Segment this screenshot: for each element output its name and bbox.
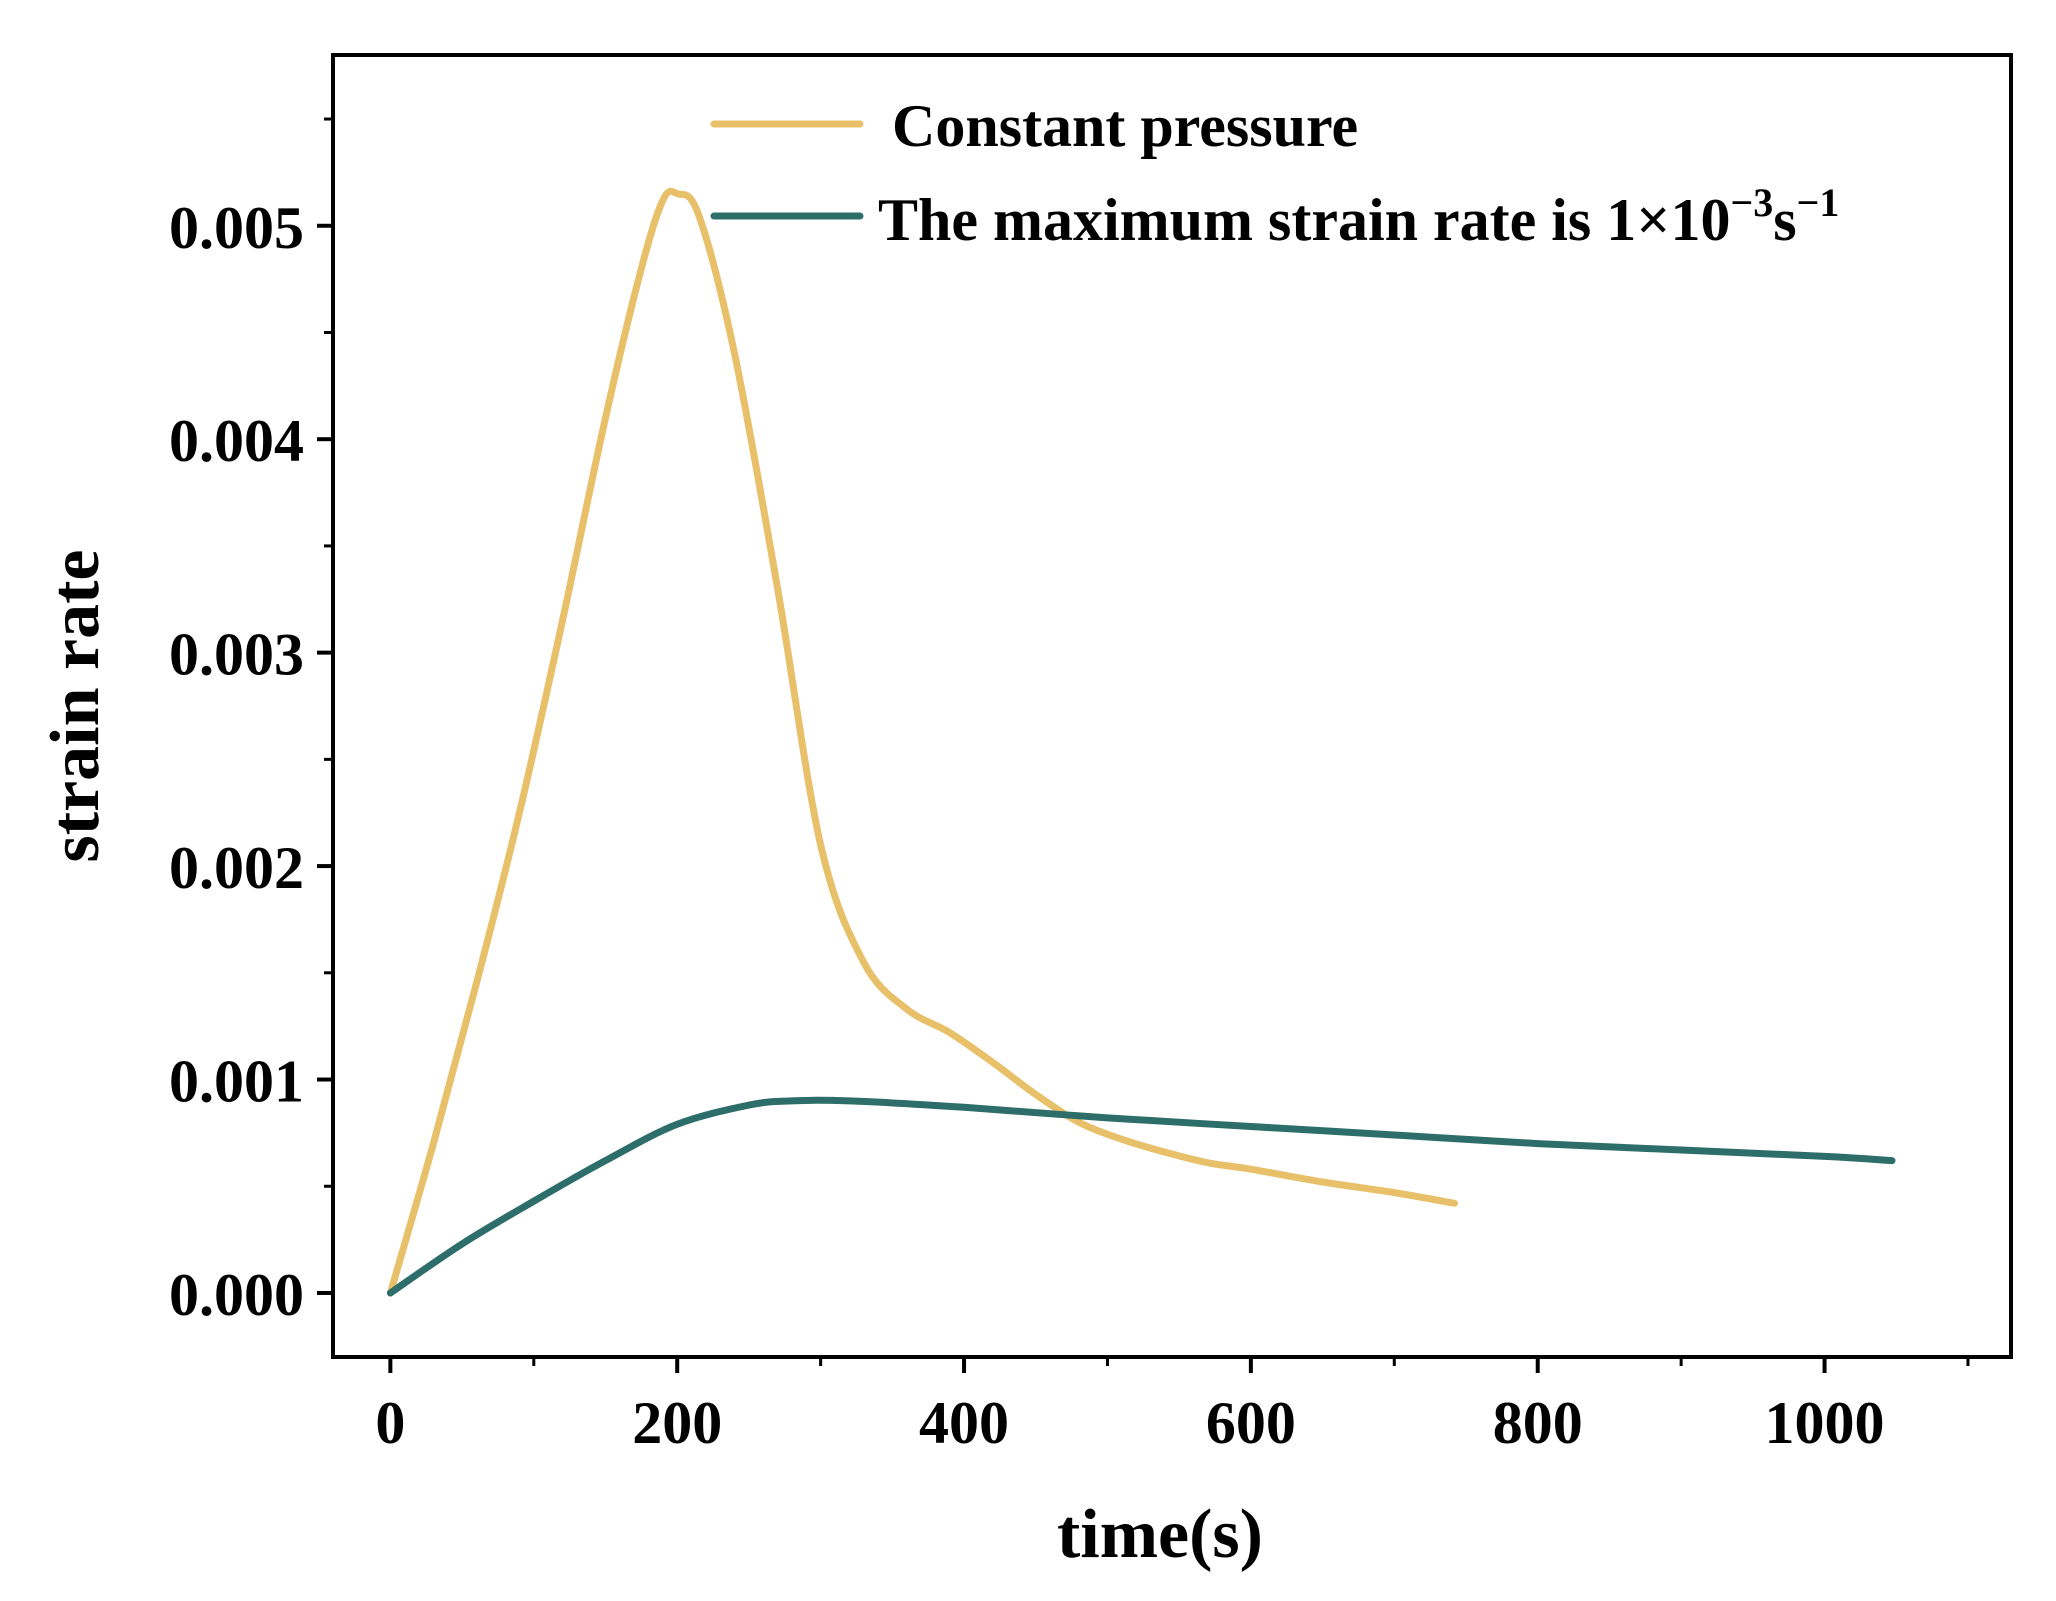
x-axis-title: time(s) <box>1057 1496 1263 1573</box>
legend-label-superscript-2: −1 <box>1797 180 1840 225</box>
series-line-maximum-strain-rate <box>386 1096 1896 1297</box>
x-tick-label: 200 <box>632 1390 722 1456</box>
legend-label-constant-pressure: Constant pressure <box>892 93 1358 159</box>
y-tick-label: 0.004 <box>169 408 304 474</box>
x-tick-label: 0 <box>375 1390 405 1456</box>
series-line-constant-pressure <box>386 187 1458 1297</box>
y-tick-label: 0.000 <box>169 1262 304 1328</box>
legend: Constant pressure The maximum strain rat… <box>710 93 1839 253</box>
x-tick-label: 400 <box>919 1390 1009 1456</box>
legend-label-main-text: The maximum strain rate is 1×10 <box>878 187 1730 253</box>
x-tick-label: 1000 <box>1765 1390 1885 1456</box>
y-tick-label: 0.002 <box>169 835 304 901</box>
y-tick-label: 0.003 <box>169 622 304 688</box>
x-tick-label: 600 <box>1206 1390 1296 1456</box>
legend-label-maximum-strain-rate: The maximum strain rate is 1×10−3s−1 <box>878 180 1839 253</box>
legend-label-superscript-1: −3 <box>1730 180 1773 225</box>
y-tick-label: 0.001 <box>169 1049 304 1115</box>
axis-tick-labels: 0 200 400 600 800 1000 0.000 0.001 0.002 0.003 0.0… <box>169 195 1885 1456</box>
plot-frame <box>331 53 2013 1359</box>
data-series <box>386 187 1896 1297</box>
y-axis-title: strain rate <box>37 550 114 863</box>
y-tick-label: 0.005 <box>169 195 304 261</box>
legend-label-unit-s: s <box>1773 187 1796 253</box>
x-tick-label: 800 <box>1493 1390 1583 1456</box>
